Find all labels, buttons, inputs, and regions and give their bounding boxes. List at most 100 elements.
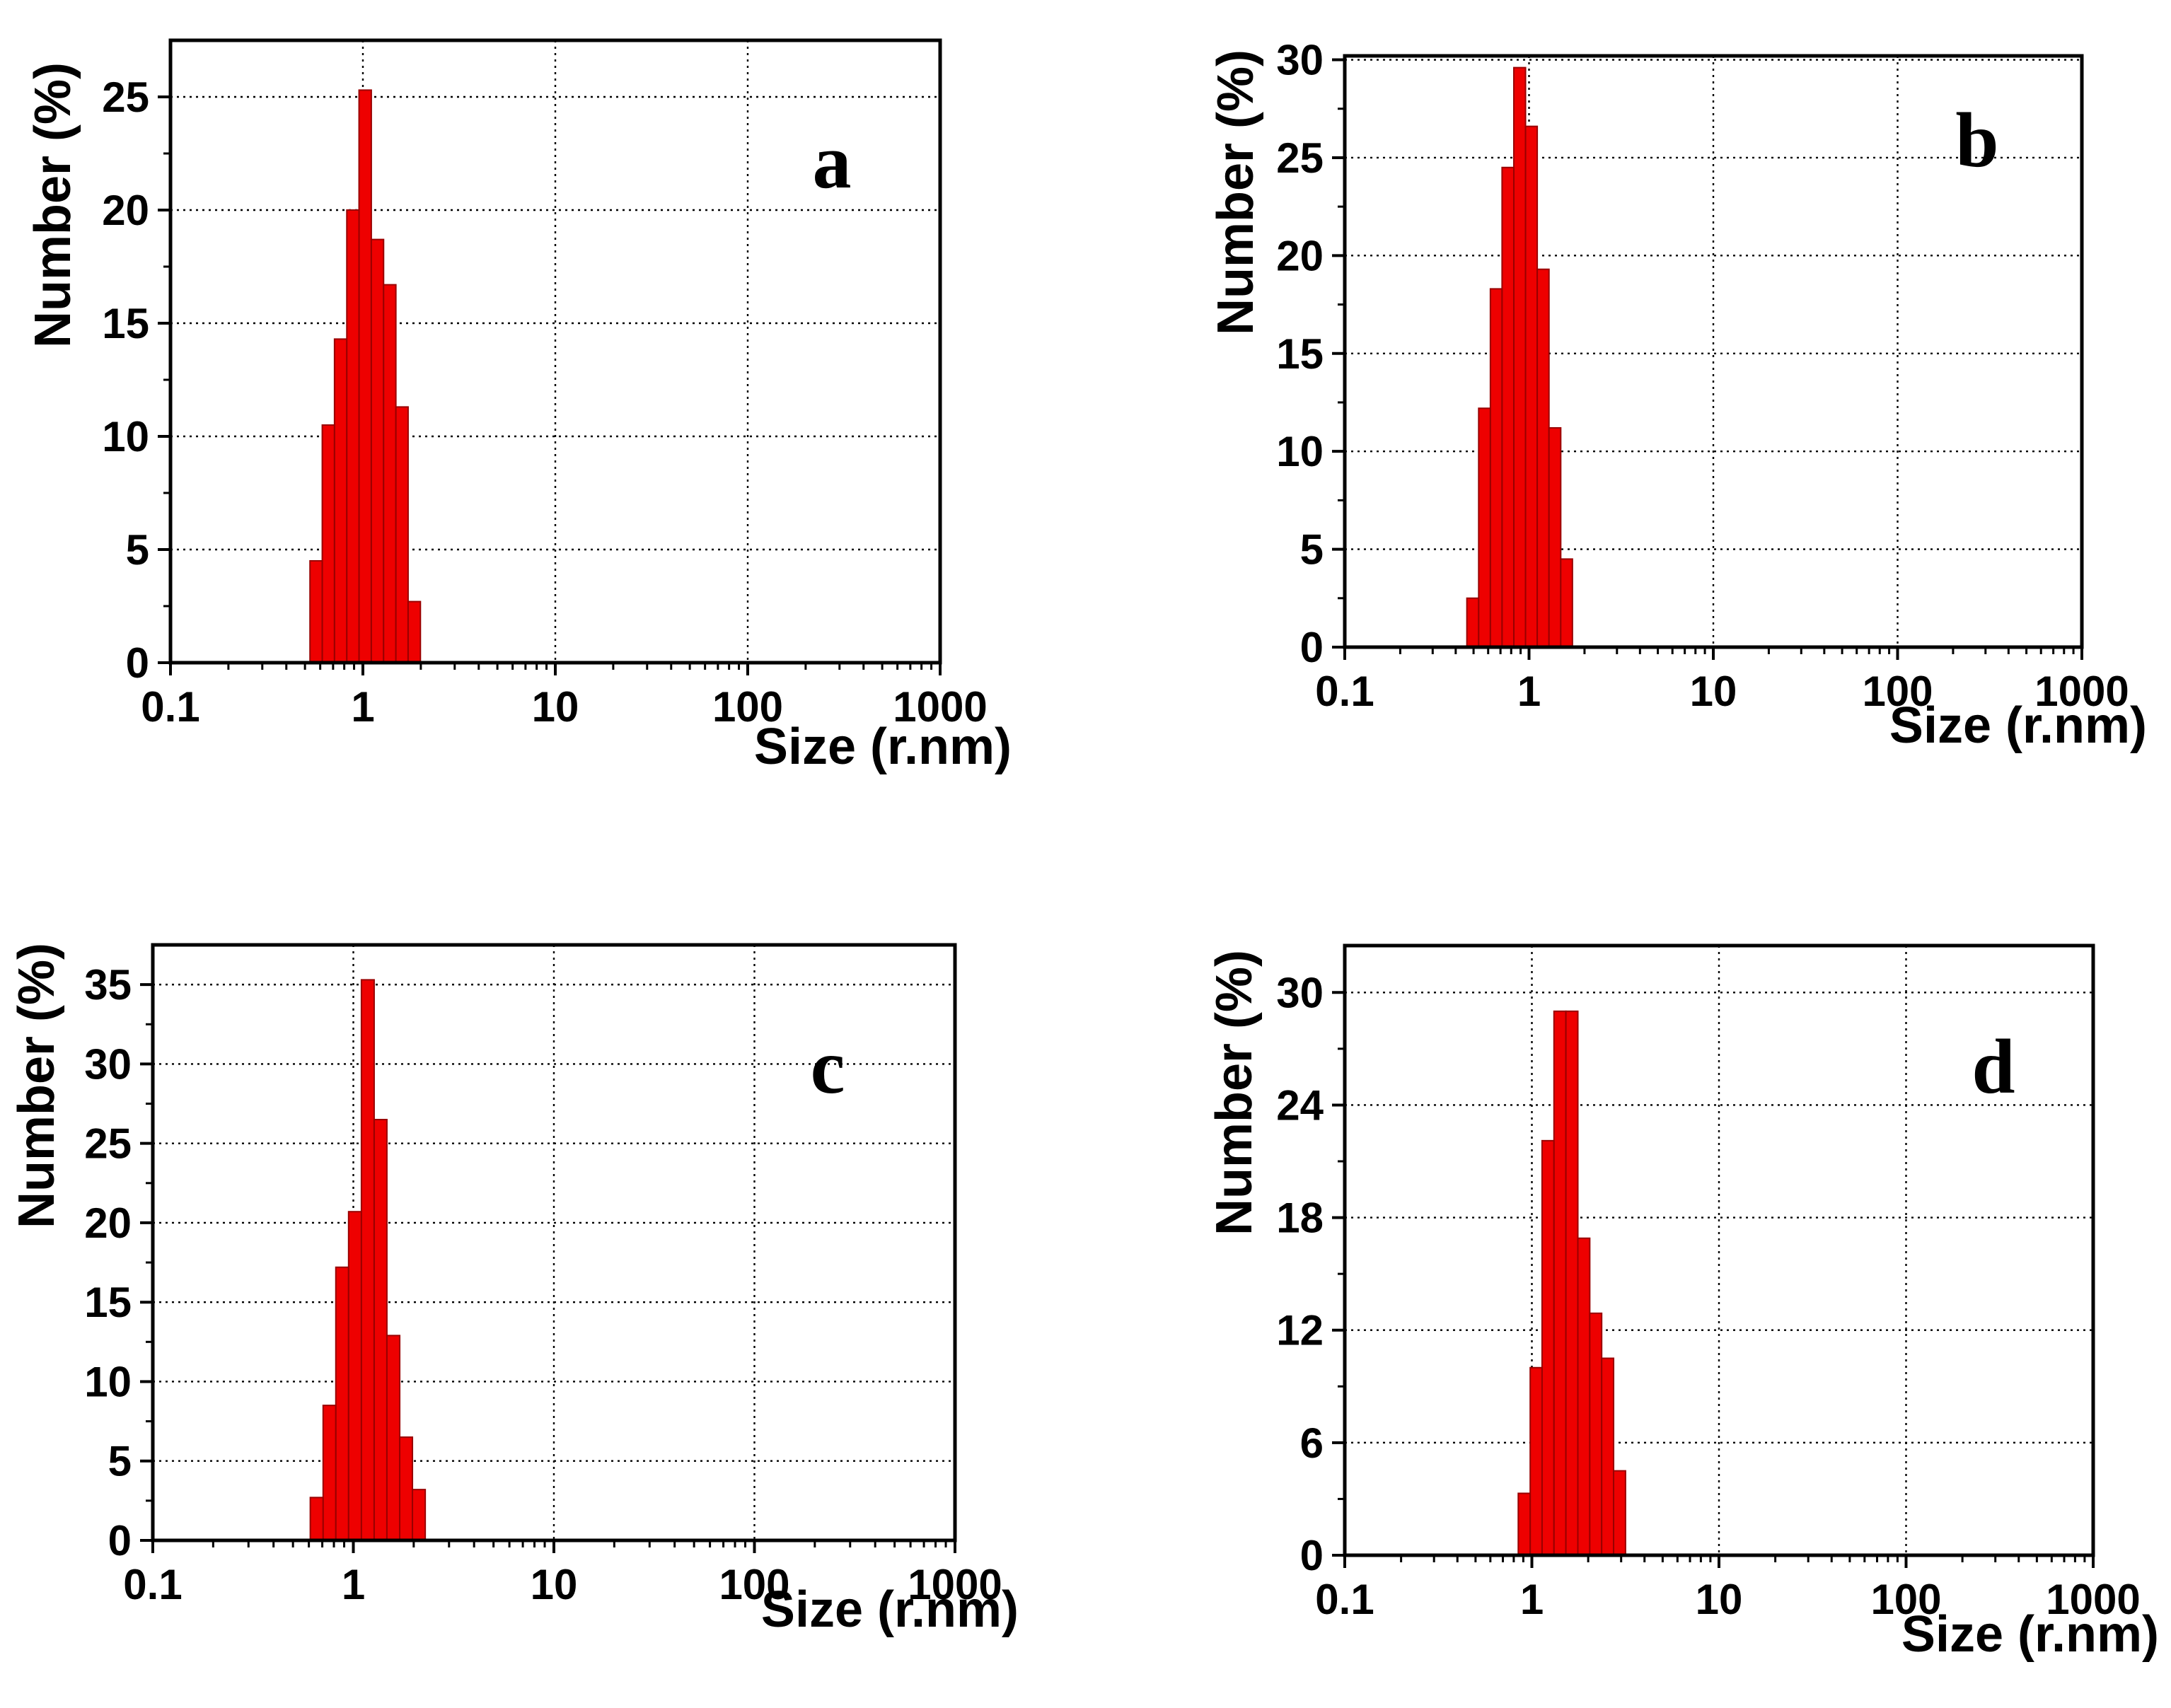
y-tick-label: 20 [84, 1199, 132, 1247]
histogram-bar [386, 1335, 401, 1542]
y-tick-label: 12 [1276, 1307, 1324, 1354]
y-tick-label: 30 [1276, 37, 1324, 84]
histogram-bar [1513, 66, 1527, 649]
y-tick-label: 25 [1276, 134, 1324, 182]
x-tick-label: 1 [1517, 668, 1541, 715]
x-tick-label: 10 [531, 1561, 578, 1608]
histogram-bar [335, 1266, 349, 1541]
y-axis-title: Number (%) [1208, 50, 1264, 335]
chart-panel-a: 0.1 1 10 100 1000 0 5 10 15 20 25 Size (r.nm) Number… [25, 38, 1012, 775]
histogram-bar [1548, 426, 1562, 648]
x-tick-label: 100 [1862, 668, 1933, 715]
histogram-bar [1565, 1010, 1579, 1557]
panel-label: c [811, 1023, 845, 1110]
x-tick-label: 10 [532, 683, 579, 731]
x-tick-label: 1 [1520, 1576, 1544, 1623]
histogram-bar [309, 560, 323, 663]
y-tick-label: 6 [1300, 1419, 1324, 1467]
x-tick-label: 1000 [908, 1561, 1002, 1608]
y-axis-title: Number (%) [25, 62, 81, 348]
y-tick-label: 10 [1276, 428, 1324, 475]
histogram-bar [1560, 558, 1573, 649]
histogram-bar [373, 1118, 388, 1541]
x-tick-label: 10 [1696, 1576, 1743, 1623]
histogram-bar [395, 406, 409, 664]
x-tick-label: 0.1 [1315, 668, 1374, 715]
histogram-bar [1536, 268, 1550, 648]
histogram-bar [333, 338, 348, 663]
histogram-bar [347, 1211, 362, 1541]
panel-label: d [1972, 1023, 2015, 1110]
histogram-bar [407, 600, 422, 663]
histogram-bar [1466, 597, 1480, 648]
histogram-bar [1577, 1237, 1591, 1556]
histogram-bar [1553, 1010, 1567, 1557]
histogram-bar [360, 979, 375, 1541]
y-tick-label: 15 [84, 1279, 132, 1326]
y-tick-label: 25 [102, 74, 149, 121]
x-tick-label: 1000 [2046, 1576, 2140, 1623]
y-tick-label: 18 [1276, 1195, 1324, 1242]
x-axis-title: Size (r.nm) [1889, 697, 2147, 754]
x-tick-label: 0.1 [1315, 1576, 1374, 1623]
y-tick-label: 10 [84, 1358, 132, 1405]
y-tick-label: 0 [126, 639, 149, 687]
chart-panel-b: 0.1 1 10 100 1000 0 5 10 15 20 25 30 Size (r.nm) Numb… [1208, 37, 2147, 754]
x-axis-title: Size (r.nm) [1901, 1606, 2159, 1663]
panel-label: a [813, 118, 852, 204]
histogram-bar [309, 1497, 324, 1541]
y-tick-label: 20 [102, 187, 149, 234]
y-tick-label: 30 [1276, 969, 1324, 1016]
histogram-bar [1478, 407, 1491, 648]
panel-label: b [1955, 97, 1998, 183]
histogram-bar [358, 89, 372, 663]
histogram-bar [399, 1436, 414, 1542]
y-tick-label: 0 [108, 1517, 132, 1564]
x-tick-label: 1 [351, 683, 374, 731]
histogram-bar [1501, 166, 1515, 648]
histogram-bar [322, 1405, 337, 1541]
y-tick-label: 35 [84, 961, 132, 1009]
x-tick-label: 0.1 [141, 683, 199, 731]
x-tick-label: 100 [712, 683, 783, 731]
histogram-bar [370, 238, 385, 664]
y-axis-title: Number (%) [8, 943, 65, 1228]
histogram-bar [1541, 1139, 1555, 1556]
x-axis-title: Size (r.nm) [754, 719, 1012, 775]
x-tick-label: 100 [719, 1561, 789, 1608]
y-tick-label: 30 [84, 1040, 132, 1088]
x-tick-label: 100 [1870, 1576, 1941, 1623]
y-tick-label: 5 [108, 1438, 132, 1485]
x-tick-label: 1000 [2034, 668, 2129, 715]
y-tick-label: 24 [1276, 1081, 1324, 1129]
histogram-bar [1601, 1357, 1615, 1556]
y-axis-title: Number (%) [1206, 950, 1263, 1236]
y-tick-label: 15 [1276, 330, 1324, 378]
x-tick-label: 0.1 [123, 1561, 182, 1608]
chart-panel-c: 0.1 1 10 100 1000 0 5 10 15 20 25 30 35 Size (r.nm) Nu… [8, 943, 1019, 1638]
histogram-bar [383, 284, 397, 664]
y-tick-label: 15 [102, 300, 149, 347]
y-tick-label: 10 [102, 413, 149, 460]
y-tick-label: 20 [1276, 232, 1324, 279]
x-axis-title: Size (r.nm) [761, 1581, 1019, 1638]
histogram-bar [1529, 1366, 1543, 1557]
histogram-bar [1524, 125, 1539, 648]
y-tick-label: 25 [84, 1120, 132, 1168]
histogram-bar [321, 424, 335, 663]
y-tick-label: 0 [1300, 1532, 1324, 1579]
histogram-bar [346, 209, 360, 663]
histogram-bar [1613, 1470, 1626, 1557]
x-tick-label: 10 [1690, 668, 1737, 715]
y-tick-label: 0 [1300, 624, 1324, 671]
histogram-bar [412, 1489, 427, 1542]
histogram-bar [1517, 1492, 1532, 1557]
chart-panel-d: 0.1 1 10 100 1000 0 6 12 18 24 30 Size (r.nm) Number… [1206, 943, 2159, 1663]
histogram-bar [1489, 288, 1503, 648]
x-tick-label: 1 [342, 1561, 365, 1608]
y-tick-label: 5 [126, 526, 149, 574]
x-tick-label: 1000 [893, 683, 987, 731]
histogram-bar [1589, 1312, 1603, 1556]
y-tick-label: 5 [1300, 526, 1324, 574]
